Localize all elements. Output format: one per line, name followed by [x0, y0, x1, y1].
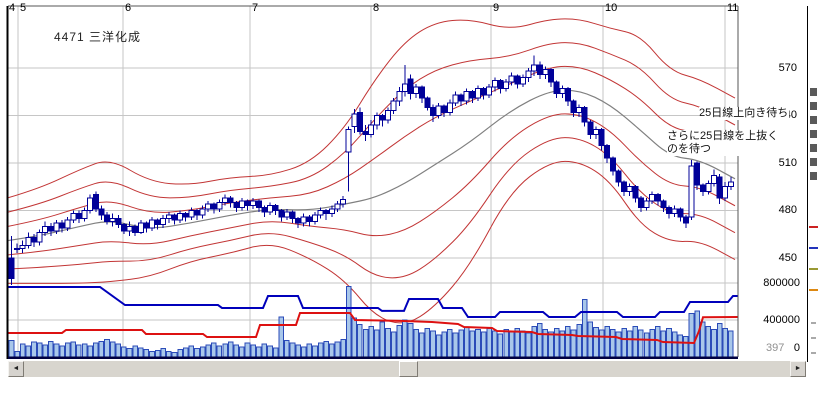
clipped-text-fragment — [810, 172, 817, 180]
legend-dash-icon — [809, 268, 818, 270]
side-panel-border — [807, 6, 808, 362]
scrollbar-right-arrow-icon[interactable]: ► — [790, 361, 806, 377]
blue-step-line — [8, 285, 738, 319]
gridlines — [8, 6, 738, 357]
side-panel-clipped — [808, 6, 818, 362]
clipped-axis-tick — [811, 352, 816, 354]
scrollbar-thumb[interactable] — [399, 361, 418, 377]
volume-label-0: 0 — [793, 342, 800, 354]
price-label-450: 450 — [778, 251, 797, 264]
month-label-7: 7 — [252, 2, 259, 14]
month-label-5: 5 — [20, 2, 27, 14]
clipped-text-fragment — [810, 144, 817, 152]
volume-label-800000: 800000 — [763, 277, 800, 289]
clipped-text-fragment — [810, 158, 817, 166]
scrollbar-left-arrow-icon[interactable]: ◄ — [8, 361, 24, 377]
chart-title: 4471 三洋化成 — [54, 30, 142, 44]
plot-borders — [6, 5, 739, 359]
month-label-4: 4 — [9, 2, 16, 14]
clipped-text-fragment — [810, 102, 817, 110]
red-step-line — [8, 311, 739, 345]
month-label-11: 11 — [727, 2, 739, 14]
month-label-6: 6 — [125, 2, 132, 14]
bollinger-bands — [8, 18, 736, 324]
price-label-510: 510 — [778, 156, 797, 169]
annotation-breakout-line1: さらに25日線を上抜く — [667, 130, 779, 142]
annotation-ma-trend-note: 25日線上向き待ち — [699, 107, 789, 120]
annotation-breakout-note: さらに25日線を上抜く のを待つ — [667, 130, 801, 156]
latest-volume-label: 397 — [766, 342, 785, 354]
clipped-axis-tick — [811, 322, 816, 324]
annotation-breakout-line2: のを待つ — [667, 143, 711, 155]
month-label-8: 8 — [373, 2, 380, 14]
clipped-text-fragment — [810, 88, 817, 96]
month-label-10: 10 — [605, 2, 618, 14]
price-label-480: 480 — [778, 204, 797, 217]
clipped-text-fragment — [810, 130, 817, 138]
legend-dash-icon — [809, 247, 818, 249]
margin-step-lines — [8, 285, 739, 345]
price-label-570: 570 — [778, 62, 797, 74]
legend-dash-icon — [809, 289, 818, 291]
volume-label-400000: 400000 — [763, 314, 800, 326]
month-label-9: 9 — [493, 2, 500, 14]
clipped-axis-tick — [811, 337, 816, 339]
candlesticks — [8, 55, 734, 285]
legend-dash-icon — [809, 226, 818, 228]
clipped-text-fragment — [810, 116, 817, 124]
